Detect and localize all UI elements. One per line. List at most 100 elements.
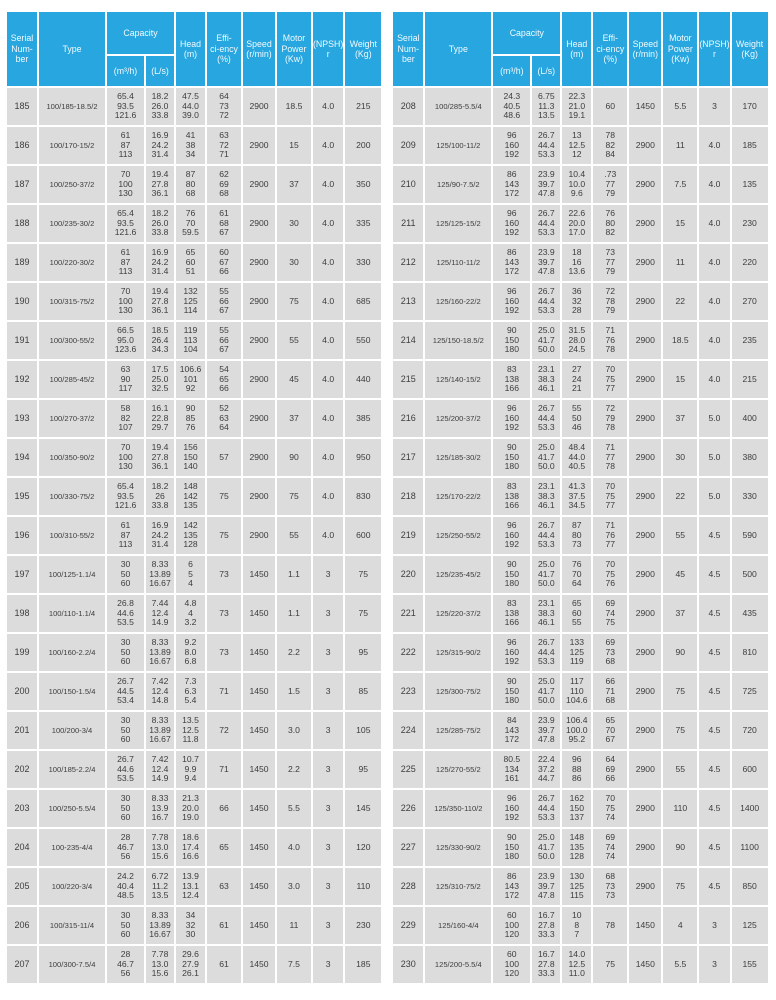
table-cell: 26.7 44.4 53.3 xyxy=(532,790,561,827)
table-cell: 18 16 13.6 xyxy=(562,244,592,281)
table-row: 230 125/200-5.5/4 60 100 120 16.7 27.8 33.3… xyxy=(393,946,768,983)
table-cell: 2900 xyxy=(243,517,275,554)
table-cell: 23.9 39.7 47.8 xyxy=(532,166,561,203)
table-cell: 66.5 95.0 123.6 xyxy=(107,322,144,359)
table-cell: 5.0 xyxy=(699,400,730,437)
table-cell: 66 71 68 xyxy=(593,673,628,710)
table-cell: 68 73 73 xyxy=(593,868,628,905)
table-cell: 4.0 xyxy=(699,205,730,242)
table-cell: 22 xyxy=(663,478,698,515)
table-cell: 162 150 137 xyxy=(562,790,592,827)
table-cell: 186 xyxy=(7,127,37,164)
table-cell: 65.4 93.5 121.6 xyxy=(107,88,144,125)
table-cell: 19.4 27.8 36.1 xyxy=(146,439,174,476)
table-cell: 4.0 xyxy=(313,400,344,437)
table-cell: 235 xyxy=(731,322,768,359)
table-row: 220 125/235-45/2 90 150 180 25.0 41.7 50.0 7… xyxy=(393,556,768,593)
table-cell: 1450 xyxy=(243,907,275,944)
table-cell: 2900 xyxy=(629,829,662,866)
table-cell: 125 xyxy=(731,907,768,944)
table-cell: 600 xyxy=(731,751,768,788)
table-cell: 203 xyxy=(7,790,37,827)
table-cell: 96 160 192 xyxy=(493,283,531,320)
table-cell: 4.5 xyxy=(699,595,730,632)
table-cell: 2900 xyxy=(243,244,275,281)
table-cell: 34 32 30 xyxy=(176,907,205,944)
table-cell: 148 135 128 xyxy=(562,829,592,866)
table-cell: 70 100 130 xyxy=(107,283,144,320)
table-cell: 65 60 55 xyxy=(562,595,592,632)
table-cell: 70 75 77 xyxy=(593,361,628,398)
table-cell: 125/270-55/2 xyxy=(425,751,492,788)
table-row: 209 125/100-11/2 96 160 192 26.7 44.4 53.3 1… xyxy=(393,127,768,164)
table-cell: 18.6 17.4 16.6 xyxy=(176,829,205,866)
table-cell: 4.5 xyxy=(699,712,730,749)
table-row: 196 100/310-55/2 61 87 113 16.9 24.2 31.4 14… xyxy=(7,517,382,554)
table-row: 194 100/350-90/2 70 100 130 19.4 27.8 36.1 1… xyxy=(7,439,382,476)
table-cell: 22.6 20.0 17.0 xyxy=(562,205,592,242)
table-cell: 7.44 12.4 14.9 xyxy=(146,595,174,632)
table-cell: 2900 xyxy=(629,868,662,905)
table-cell: 65.4 93.5 121.6 xyxy=(107,205,144,242)
table-row: 208 100/285-5.5/4 24.3 40.5 48.6 6.75 11.3 … xyxy=(393,88,768,125)
table-cell: 10.7 9.9 9.4 xyxy=(176,751,205,788)
table-row: 191 100/300-55/2 66.5 95.0 123.6 18.5 26.4 … xyxy=(7,322,382,359)
table-cell: 200 xyxy=(345,127,382,164)
table-cell: 76 70 59.5 xyxy=(176,205,205,242)
table-cell: 188 xyxy=(7,205,37,242)
table-cell: 190 xyxy=(7,283,37,320)
table-cell: 96 160 192 xyxy=(493,400,531,437)
table-cell: 125/285-75/2 xyxy=(425,712,492,749)
table-cell: 90 xyxy=(663,634,698,671)
table-cell: 4.0 xyxy=(699,283,730,320)
table-cell: 8.33 13.89 16.67 xyxy=(146,907,174,944)
table-cell: 70 75 76 xyxy=(593,556,628,593)
table-cell: 133 125 119 xyxy=(562,634,592,671)
table-cell: 65 70 67 xyxy=(593,712,628,749)
table-cell: 95 xyxy=(345,751,382,788)
table-cell: 73 xyxy=(207,634,241,671)
table-cell: 1450 xyxy=(243,751,275,788)
table-cell: 170 xyxy=(731,88,768,125)
table-cell: 1450 xyxy=(243,790,275,827)
table-cell: 110 xyxy=(663,790,698,827)
table-row: 204 100-235-4/4 28 46.7 56 7.78 13.0 15.6 18… xyxy=(7,829,382,866)
table-cell: 61 87 113 xyxy=(107,244,144,281)
table-cell: 204 xyxy=(7,829,37,866)
table-cell: 71 76 77 xyxy=(593,517,628,554)
table-cell: 16.1 22.8 29.7 xyxy=(146,400,174,437)
table-cell: 1400 xyxy=(731,790,768,827)
col-header-npshr: (NPSH) r xyxy=(313,12,344,86)
table-cell: 90 150 180 xyxy=(493,322,531,359)
table-cell: 4.0 xyxy=(313,322,344,359)
table-cell: 185 xyxy=(7,88,37,125)
table-cell: 125/300-75/2 xyxy=(425,673,492,710)
table-cell: 195 xyxy=(7,478,37,515)
table-cell: 685 xyxy=(345,283,382,320)
table-cell: 185 xyxy=(731,127,768,164)
table-cell: 385 xyxy=(345,400,382,437)
table-row: 207 100/300-7.5/4 28 46.7 56 7.78 13.0 15.6… xyxy=(7,946,382,983)
table-cell: 1450 xyxy=(629,946,662,983)
table-cell: 72 78 79 xyxy=(593,283,628,320)
table-cell: 1.1 xyxy=(277,595,311,632)
table-cell: 2900 xyxy=(629,790,662,827)
table-cell: 125/160-22/2 xyxy=(425,283,492,320)
table-cell: 1450 xyxy=(243,829,275,866)
table-cell: 52 63 64 xyxy=(207,400,241,437)
table-cell: 19.4 27.8 36.1 xyxy=(146,166,174,203)
table-cell: 60 xyxy=(593,88,628,125)
col-header-head: Head (m) xyxy=(176,12,205,86)
table-row: 224 125/285-75/2 84 143 172 23.9 39.7 47.8 1… xyxy=(393,712,768,749)
table-cell: 100/220-3/4 xyxy=(39,868,105,905)
table-cell: 270 xyxy=(731,283,768,320)
table-cell: 21.3 20.0 19.0 xyxy=(176,790,205,827)
table-cell: 7.5 xyxy=(663,166,698,203)
table-cell: 7.42 12.4 14.8 xyxy=(146,673,174,710)
table-cell: 125/250-55/2 xyxy=(425,517,492,554)
table-cell: 192 xyxy=(7,361,37,398)
table-cell: 4.0 xyxy=(313,127,344,164)
table-cell: 25.0 41.7 50.0 xyxy=(532,322,561,359)
table-cell: 26.7 44.4 53.3 xyxy=(532,517,561,554)
table-cell: 73 xyxy=(207,595,241,632)
